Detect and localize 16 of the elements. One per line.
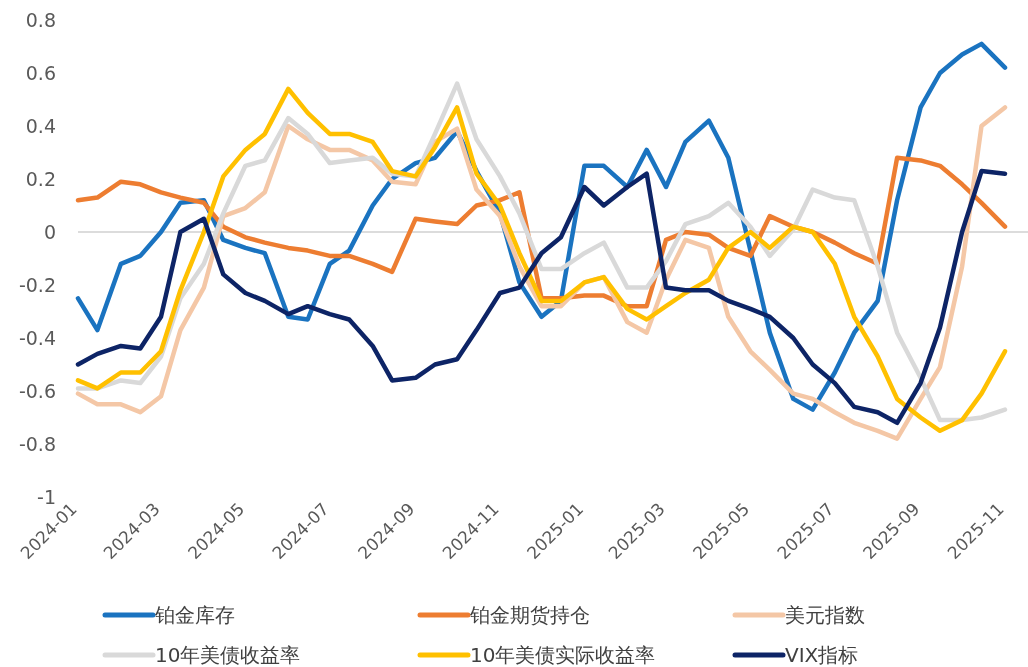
legend-label: 10年美债收益率: [155, 643, 301, 667]
y-tick-label: 0.6: [25, 62, 56, 84]
y-tick-label: -0.8: [18, 433, 56, 455]
y-tick-label: 0: [43, 221, 56, 243]
y-tick-label: -0.6: [18, 380, 56, 402]
legend-label: 铂金库存: [154, 603, 235, 627]
y-tick-label: -0.4: [18, 327, 56, 349]
y-tick-label: 0.8: [25, 9, 56, 31]
y-tick-label: 0.4: [25, 115, 56, 137]
legend-label: 美元指数: [785, 603, 865, 627]
y-tick-label: -1: [37, 486, 56, 508]
legend-label: VIX指标: [785, 643, 859, 667]
y-tick-label: 0.2: [25, 168, 56, 190]
legend-label: 铂金期货持仓: [469, 603, 590, 627]
legend-label: 10年美债实际收益率: [470, 643, 656, 667]
y-tick-label: -0.2: [18, 274, 56, 296]
